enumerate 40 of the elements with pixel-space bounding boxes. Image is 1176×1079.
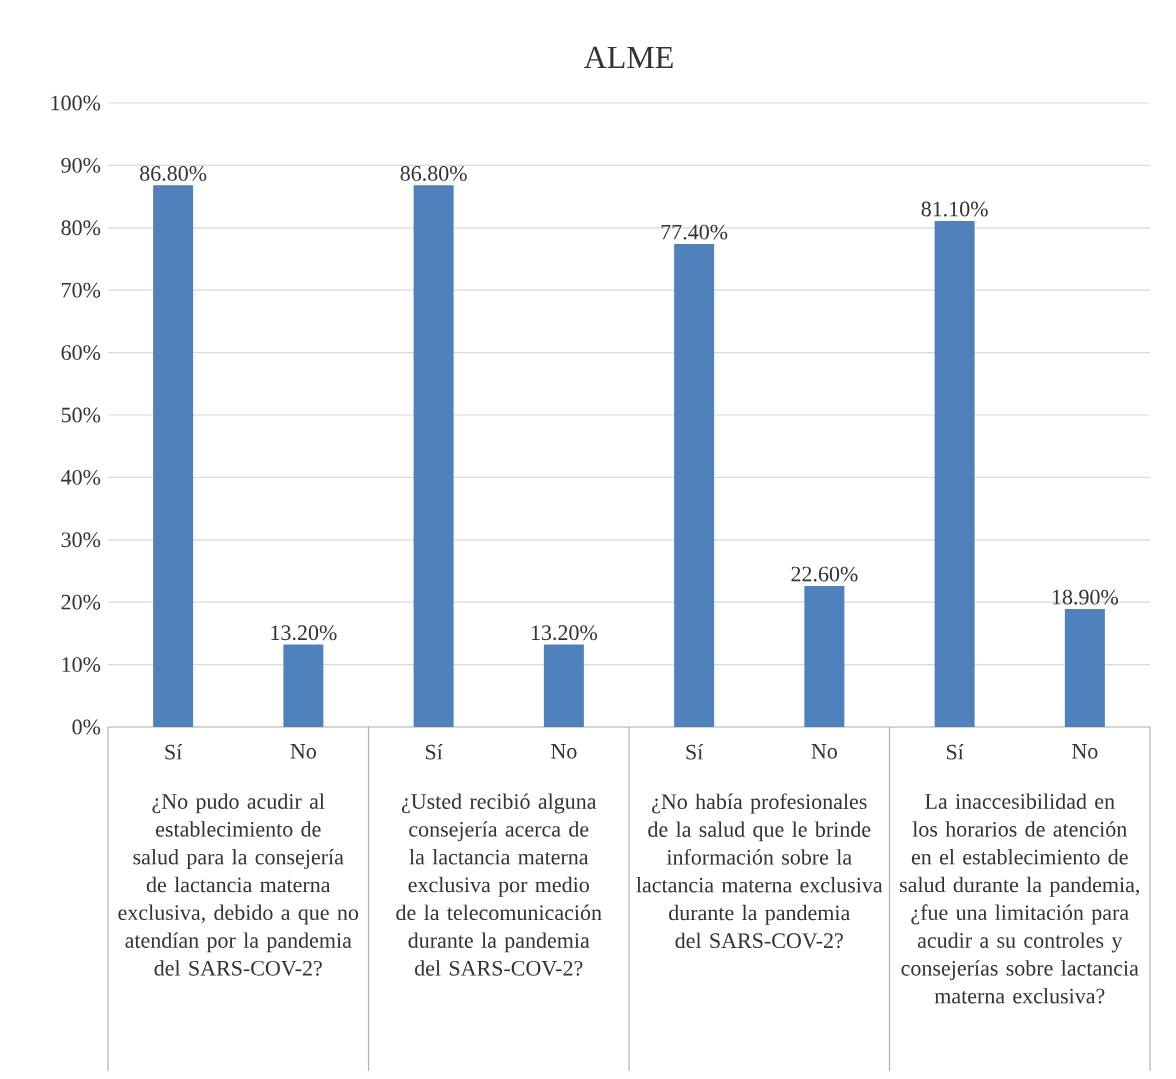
x-tick-label: No — [290, 744, 316, 759]
bar — [804, 585, 845, 727]
y-tick-label: 30% — [61, 532, 101, 548]
bar — [283, 644, 324, 727]
y-tick-label: 40% — [61, 469, 101, 485]
y-tick-label: 50% — [61, 407, 101, 423]
x-tick-label: Sí — [425, 744, 443, 760]
bar — [1064, 609, 1105, 727]
bar — [153, 185, 194, 727]
y-tick-label: 80% — [61, 220, 101, 236]
y-tick-label: 90% — [61, 157, 101, 173]
x-tick-label: No — [551, 744, 577, 759]
y-tick-label: 70% — [62, 282, 101, 298]
data-label: 77.40% — [661, 224, 728, 240]
data-label: 86.80% — [400, 166, 467, 181]
text: ¿No pudo acudir al establecimiento de salud para la consejería de lactancia materna exclusiva, debido a que no atendían por la pandemia del SARS-COV-2? — [118, 793, 359, 976]
x-tick-label: Sí — [946, 744, 964, 760]
data-label: 13.20% — [531, 625, 598, 641]
data-label: 22.60% — [791, 566, 858, 582]
x-tick-label: No — [1072, 744, 1098, 759]
y-tick-label: 20% — [61, 594, 101, 610]
text: ¿Usted recibió alguna consejería acerca de la lactancia materna exclusiva por medio de la telecomunicación durante la pandemia del SARS-COV-2? — [396, 793, 602, 976]
text: ¿No había profesionales de la salud que le brinde información sobre la lactancia materna exclusiva durante la pandemia del SARS-COV-2? — [636, 793, 883, 949]
bar — [413, 185, 454, 727]
chart-title: ALME — [583, 46, 673, 68]
data-label: 18.90% — [1052, 589, 1119, 605]
y-tick-label: 60% — [61, 345, 101, 361]
x-tick-label: Sí — [686, 744, 704, 760]
bar — [543, 644, 584, 727]
y-tick-label: 100% — [51, 95, 101, 111]
data-label: 13.20% — [271, 625, 337, 641]
data-label: 86.80% — [140, 166, 207, 181]
bar — [934, 220, 975, 727]
bar — [674, 244, 715, 727]
x-tick-label: Sí — [165, 744, 183, 760]
y-tick-label: 0% — [72, 719, 101, 735]
text: La inaccesibilidad en los horarios de atención en el establecimiento de salud durante la pandemia, ¿fue una limitación para acudir a su controles y consejerías sobre lactancia materna exclusiva? — [900, 793, 1140, 1004]
y-tick-label: 10% — [62, 657, 101, 673]
x-tick-label: No — [811, 744, 837, 759]
data-label: 81.10% — [921, 201, 988, 217]
